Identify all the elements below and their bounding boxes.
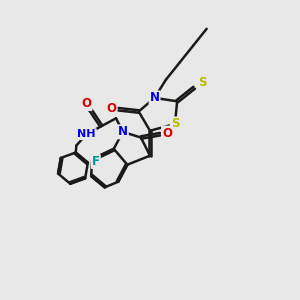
Text: NH: NH [77,129,96,139]
Text: F: F [92,155,100,168]
Text: O: O [162,127,172,140]
Text: N: N [149,92,160,104]
Text: O: O [106,102,116,115]
Text: O: O [82,97,92,110]
Text: S: S [171,118,179,130]
Text: N: N [118,125,128,138]
Text: S: S [198,76,206,88]
